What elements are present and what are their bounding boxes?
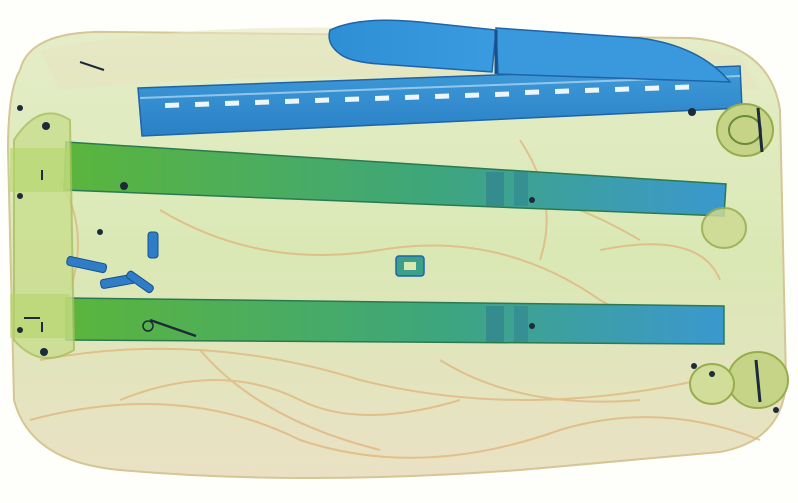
handle-housing-icon bbox=[10, 112, 76, 359]
wheel-icon bbox=[689, 351, 789, 409]
wire-icon bbox=[142, 318, 197, 338]
bag-body-icon bbox=[6, 30, 788, 479]
zipper-icon bbox=[66, 231, 159, 294]
pin-icon bbox=[24, 61, 105, 332]
wheel-icon bbox=[716, 103, 774, 157]
telescopic-handle-bar-lower bbox=[65, 297, 725, 345]
rivet-icon bbox=[17, 105, 779, 413]
organic-contents bbox=[29, 139, 761, 459]
rail-icon bbox=[137, 65, 743, 137]
buckle-icon bbox=[395, 255, 425, 277]
knife-icon bbox=[328, 19, 732, 83]
wheel-icon bbox=[701, 207, 747, 249]
